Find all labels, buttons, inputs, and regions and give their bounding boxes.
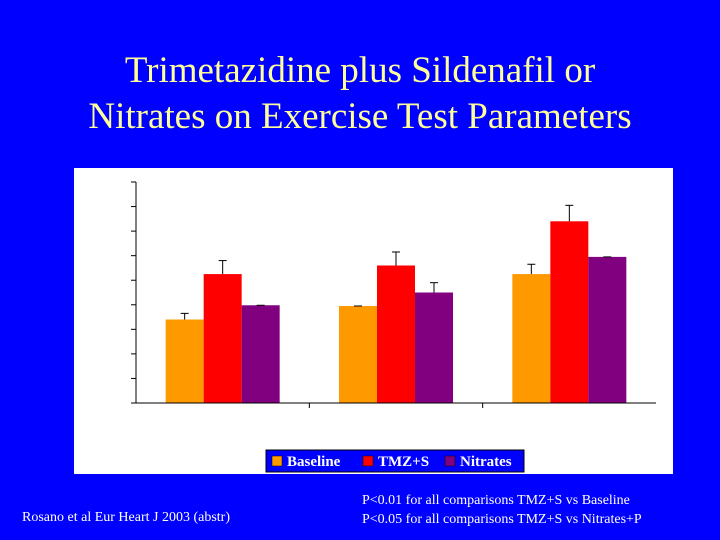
statistical-notes: P<0.01 for all comparisons TMZ+S vs Base… xyxy=(362,491,642,529)
legend-label: TMZ+S xyxy=(378,454,429,470)
x-category-label: Exercise Time xyxy=(524,420,615,436)
bar-tmz-s xyxy=(203,274,242,403)
y-tick-label: 700 xyxy=(105,224,128,240)
bar-tmz-s xyxy=(377,265,415,403)
y-tick-label: 400 xyxy=(105,298,128,314)
legend-box xyxy=(265,449,525,473)
y-tick-label: 800 xyxy=(105,200,128,216)
legend-swatch xyxy=(271,455,283,467)
legend-label: Nitrates xyxy=(460,454,512,470)
bar-nitrates xyxy=(241,305,280,403)
bar-tmz-s xyxy=(550,221,589,403)
y-tick-label: 900 xyxy=(105,175,128,191)
y-tick-label: 200 xyxy=(105,347,128,363)
y-tick-label: 600 xyxy=(105,249,128,265)
x-category-label: Time to 1 mm xyxy=(178,420,268,436)
note-baseline: P<0.01 for all comparisons TMZ+S vs Base… xyxy=(362,493,630,508)
bars xyxy=(165,204,627,403)
slide-title: Trimetazidine plus Sildenafil or Nitrate… xyxy=(0,48,720,140)
y-tick-label: 100 xyxy=(105,371,128,387)
y-axis-label: seconds xyxy=(83,267,99,316)
y-tick-label: 500 xyxy=(105,273,128,289)
x-category-label: Time to Angina xyxy=(347,420,446,436)
bar-baseline xyxy=(339,306,377,403)
y-tick-label: 0 xyxy=(120,396,128,412)
title-line-2: Nitrates on Exercise Test Parameters xyxy=(88,96,632,137)
legend-label: Baseline xyxy=(287,454,341,470)
reference-citation: Rosano et al Eur Heart J 2003 (abstr) xyxy=(22,510,230,525)
y-axis: 0 100 200 300 400 500 600 700 800 900 xyxy=(105,175,136,412)
bar-nitrates xyxy=(415,292,453,403)
bar-baseline xyxy=(165,319,204,403)
bar-baseline xyxy=(512,274,551,403)
title-line-1: Trimetazidine plus Sildenafil or xyxy=(124,50,596,91)
legend: Baseline TMZ+S Nitrates xyxy=(265,449,525,473)
x-axis: Time to 1 mm Time to Angina Exercise Time xyxy=(178,403,615,436)
note-nitrates: P<0.05 for all comparisons TMZ+S vs Nitr… xyxy=(362,512,642,527)
legend-swatch xyxy=(444,455,456,467)
legend-swatch xyxy=(362,455,374,467)
y-tick-label: 300 xyxy=(105,322,128,338)
bar-nitrates xyxy=(588,256,627,403)
